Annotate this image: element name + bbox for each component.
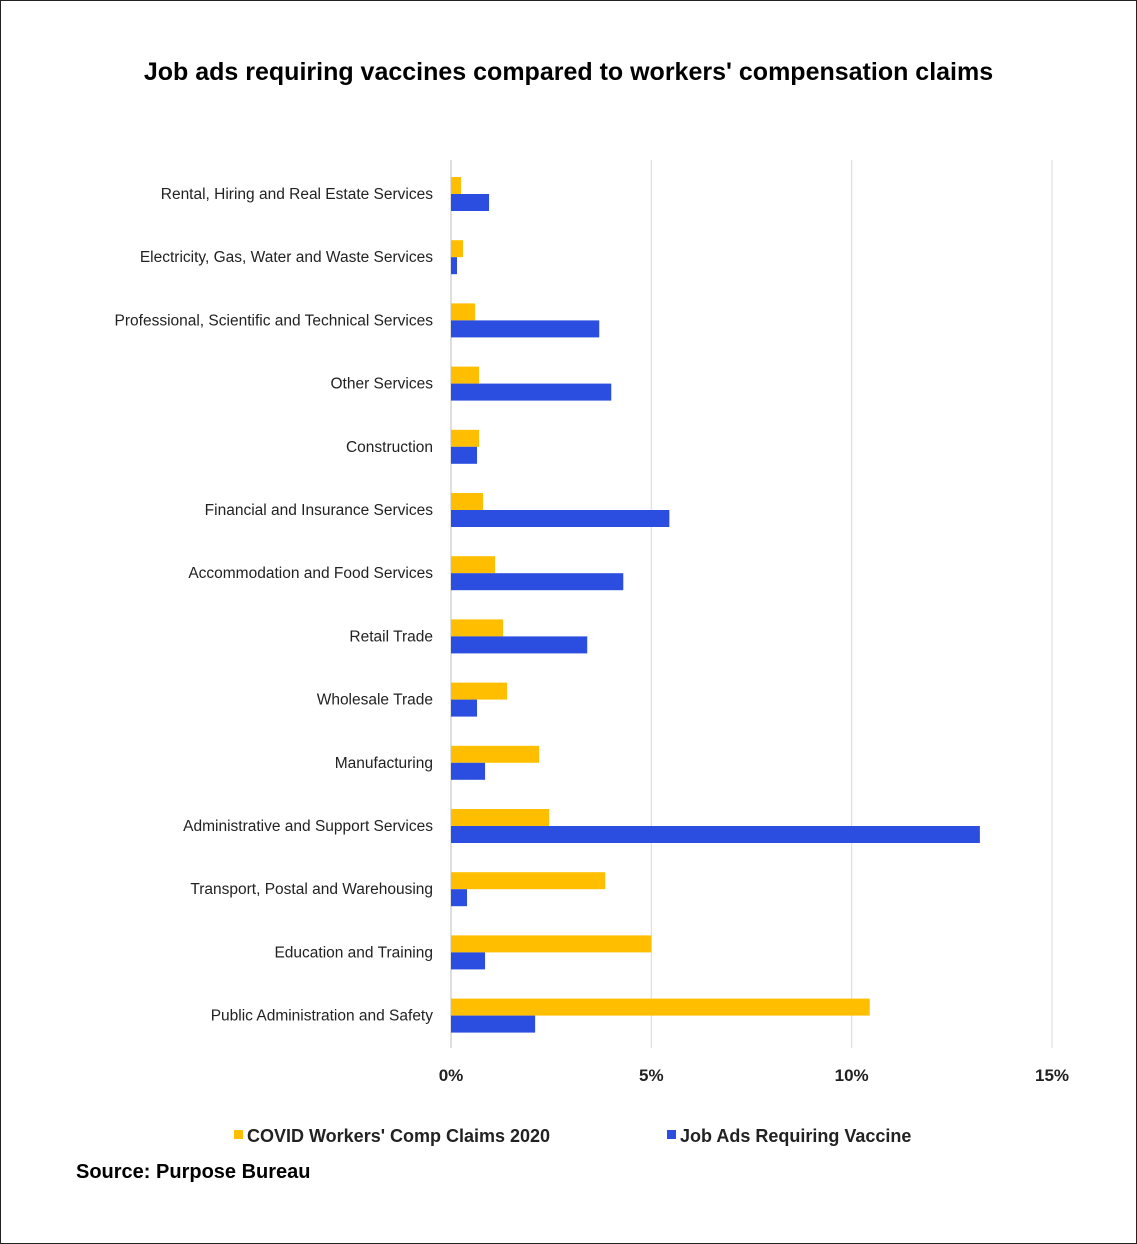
bar-claims-11 <box>451 872 606 890</box>
category-label: Manufacturing <box>335 755 433 772</box>
category-label: Retail Trade <box>349 628 433 645</box>
source-note: Source: Purpose Bureau <box>76 1161 311 1183</box>
category-labels: Rental, Hiring and Real Estate Services E… <box>115 186 434 1025</box>
bars <box>451 177 980 1033</box>
category-label: Accommodation and Food Services <box>188 565 433 582</box>
bar-job-ads-9 <box>451 762 486 780</box>
bar-claims-7 <box>451 619 504 637</box>
bar-job-ads-11 <box>451 889 468 907</box>
category-label: Wholesale Trade <box>317 692 433 709</box>
category-label: Financial and Insurance Services <box>205 502 434 519</box>
x-tick-label: 10% <box>835 1066 869 1085</box>
bar-job-ads-0 <box>451 194 490 211</box>
bar-job-ads-8 <box>451 699 478 717</box>
x-tick-label: 15% <box>1035 1066 1069 1085</box>
bar-claims-9 <box>451 745 540 763</box>
bar-claims-13 <box>451 998 870 1016</box>
bar-job-ads-4 <box>451 446 478 464</box>
x-tick-labels: 0% 5% 10% 15% <box>439 1066 1069 1085</box>
bar-claims-10 <box>451 809 550 826</box>
bar-job-ads-3 <box>451 383 612 401</box>
bar-job-ads-2 <box>451 320 600 338</box>
legend-swatch-claims <box>234 1130 243 1139</box>
bar-job-ads-6 <box>451 573 624 591</box>
bar-claims-5 <box>451 493 484 510</box>
bar-job-ads-5 <box>451 510 670 527</box>
legend-swatch-job-ads <box>667 1130 676 1139</box>
x-tick-label: 5% <box>639 1066 664 1085</box>
gridlines <box>450 160 1053 1048</box>
category-label: Other Services <box>330 376 433 393</box>
bar-claims-2 <box>451 303 476 321</box>
category-label: Education and Training <box>274 944 433 961</box>
bar-job-ads-1 <box>451 257 458 275</box>
category-label: Electricity, Gas, Water and Waste Servic… <box>140 249 433 266</box>
bar-claims-4 <box>451 429 480 447</box>
bar-claims-0 <box>451 177 462 194</box>
bar-job-ads-7 <box>451 636 588 654</box>
legend-label-job-ads: Job Ads Requiring Vaccine <box>680 1126 911 1146</box>
bar-claims-1 <box>451 240 464 258</box>
chart-title: Job ads requiring vaccines compared to w… <box>143 58 994 86</box>
x-tick-label: 0% <box>439 1066 464 1085</box>
category-label: Administrative and Support Services <box>183 818 433 835</box>
category-label: Professional, Scientific and Technical S… <box>115 312 434 329</box>
bar-claims-3 <box>451 366 480 384</box>
bar-claims-6 <box>451 556 496 574</box>
category-label: Transport, Postal and Warehousing <box>190 881 433 898</box>
bar-job-ads-12 <box>451 952 486 970</box>
bar-job-ads-13 <box>451 1015 536 1033</box>
bar-claims-12 <box>451 935 652 953</box>
legend: COVID Workers' Comp Claims 2020 Job Ads R… <box>234 1126 911 1146</box>
category-label: Public Administration and Safety <box>211 1008 434 1025</box>
bar-claims-8 <box>451 682 508 700</box>
category-label: Construction <box>346 439 433 456</box>
bar-job-ads-10 <box>451 826 980 843</box>
legend-label-claims: COVID Workers' Comp Claims 2020 <box>247 1126 550 1146</box>
category-label: Rental, Hiring and Real Estate Services <box>161 186 433 203</box>
